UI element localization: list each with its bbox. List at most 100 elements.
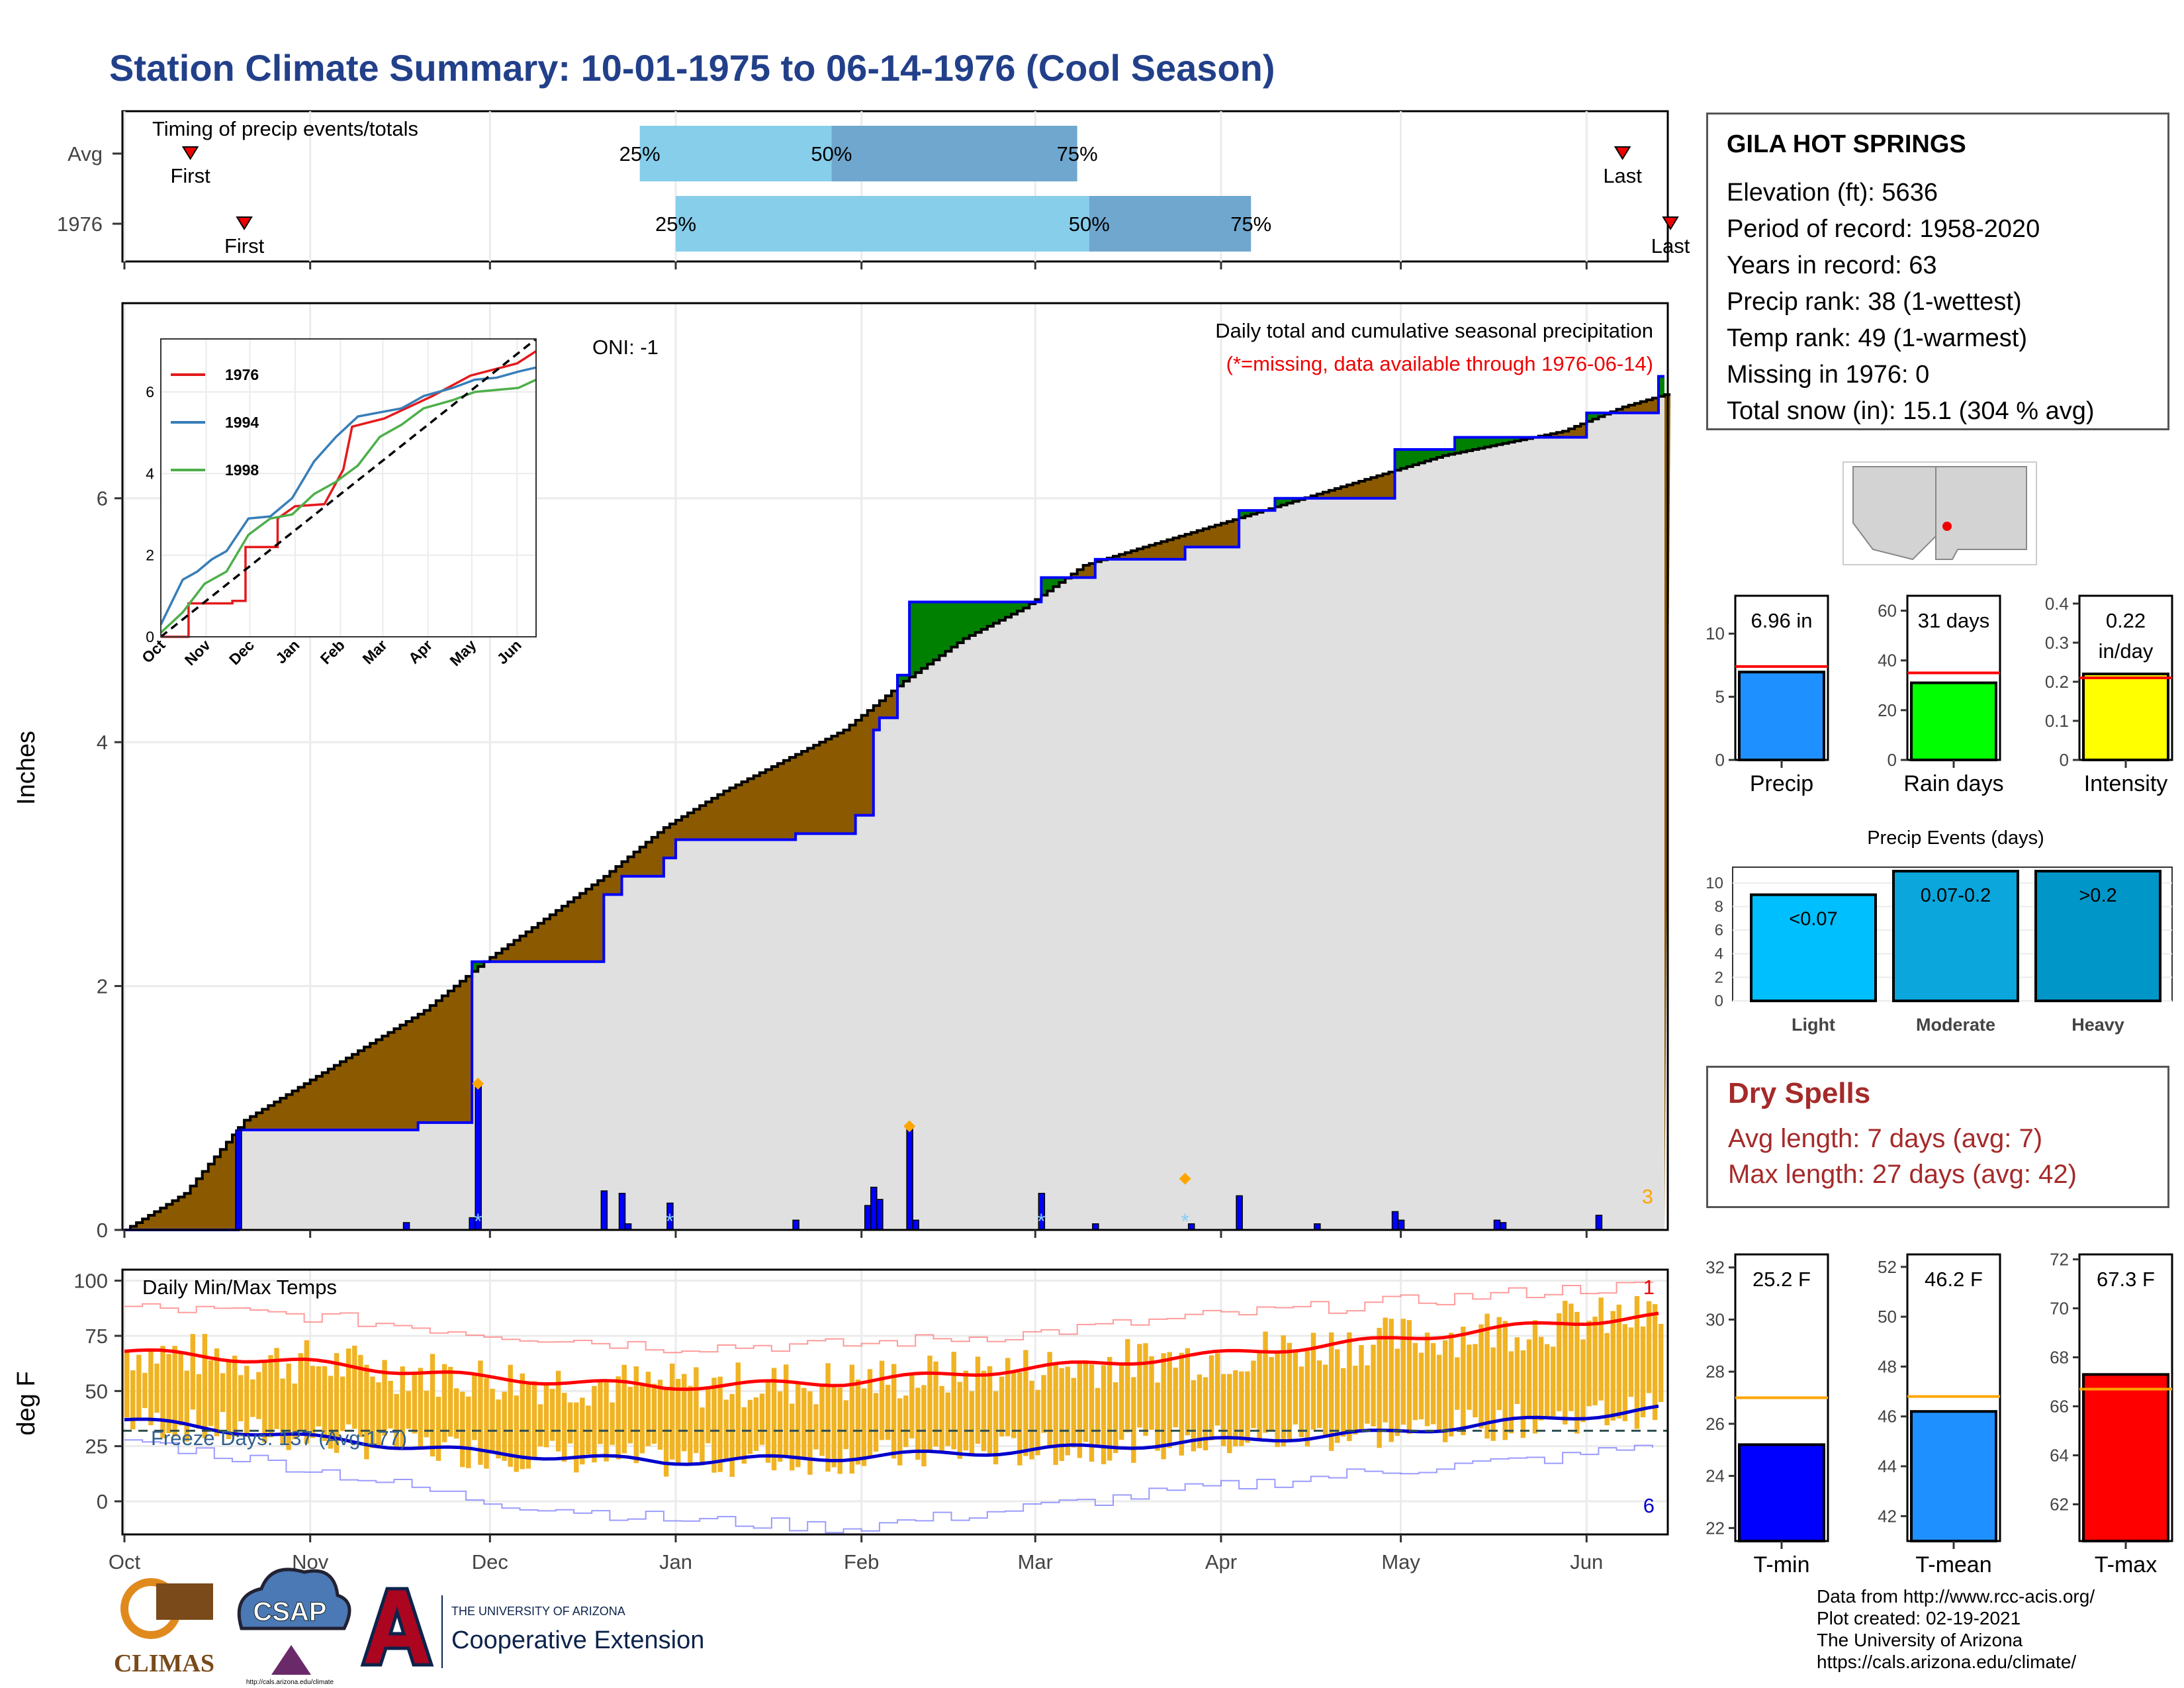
precip-oni-label: ONI: -1 [592,336,659,359]
precip-daily-bar [1595,1215,1603,1231]
timing-p25-label: 25% [655,212,696,236]
precip-common-area [124,395,1664,1230]
temp-xtick-label: Jan [659,1550,692,1573]
temp-daily-bar [963,1370,969,1451]
temp-summary-ytick-label: 62 [2050,1494,2069,1514]
temp-daily-bar [453,1388,459,1439]
temp-daily-bar [682,1374,687,1452]
temp-daily-bar [508,1364,513,1467]
temp-xtick-label: Jun [1570,1550,1603,1573]
temp-daily-bar [244,1366,250,1437]
logos: CLIMAS CSAP http://cals.arizona.edu/climat… [114,1568,704,1686]
precip-summary-ytick-label: 10 [1706,624,1725,643]
precip-summary-value-label-line: 0.22 [2106,609,2146,632]
precip-frame [121,302,1669,1231]
temp-daily-bar [993,1391,999,1465]
temp-daily-bar [1281,1335,1286,1447]
temp-daily-bar [621,1364,627,1454]
temp-daily-bar [783,1364,789,1456]
temp-summary-ytick-label: 22 [1706,1518,1725,1538]
temp-ytick-label: 75 [85,1325,108,1348]
temp-daily-bar [514,1395,519,1472]
timing-p50-label: 50% [811,142,852,165]
temp-daily-bar [1053,1364,1058,1465]
temp-daily-bar [729,1393,735,1477]
temp-daily-bar [1214,1353,1220,1426]
temp-daily-bar [604,1382,609,1462]
temp-daily-bar [1029,1380,1034,1460]
temp-daily-bar [825,1363,831,1472]
temp-daily-bar [1179,1352,1185,1456]
temp-daily-bar [1658,1323,1664,1402]
credit-plot-created: Plot created: 02-19-2021 [1817,1608,2021,1628]
temp-daily-bar [1275,1351,1280,1447]
csap-logo-text: CSAP [253,1597,326,1626]
temp-summary-ytick-label: 50 [1878,1307,1897,1327]
precip-events-category-label: Moderate [1916,1015,1995,1035]
temp-daily-bar [831,1387,837,1468]
temp-daily-bar [676,1379,681,1466]
temp-daily-bar [1005,1358,1011,1436]
temp-daily-bar [801,1387,807,1458]
temp-daily-bar [154,1363,159,1413]
temp-daily-bar [1569,1303,1574,1411]
temp-daily-bar [771,1368,777,1471]
precip-summary-ytick-label: 40 [1878,651,1897,671]
inset-legend-label: 1976 [225,366,259,383]
temp-daily-bar [1041,1375,1046,1433]
inset-legend-label: 1994 [225,414,259,431]
temp-daily-bar [358,1354,363,1437]
temp-daily-bar [202,1334,208,1438]
temp-daily-bar [1640,1326,1646,1418]
temp-summary-ytick-label: 26 [1706,1414,1725,1434]
temp-daily-bar [418,1368,424,1448]
temp-xtick-label: Mar [1018,1550,1053,1573]
precip-summary-ytick-label: 0 [2060,750,2069,770]
precip-daily-bar [864,1205,872,1231]
dry-spells-avg: Avg length: 7 days (avg: 7) [1728,1124,2043,1153]
precip-summary: 0 5 10 Precip 6.96 in 0 20 40 60 Rain days 31 days… [1706,594,2173,796]
temp-daily-bar [1484,1313,1490,1439]
temp-daily-bar [1310,1333,1316,1430]
temp-daily-bar [1526,1339,1532,1419]
temp-daily-bar [1430,1342,1436,1425]
temp-daily-bar [1251,1360,1256,1429]
temp-summary-ytick-label: 32 [1706,1258,1725,1278]
temp-daily-bar [412,1374,418,1434]
timing-last-label: Last [1603,164,1642,187]
temp-ytick-label: 50 [85,1380,108,1403]
temp-daily-bar [580,1397,585,1465]
temp-daily-bar [753,1397,759,1451]
timing-last-marker [1662,216,1679,230]
temp-daily-bar [1424,1333,1430,1427]
timing-title: Timing of precip events/totals [152,117,418,140]
temp-daily-bar [1550,1346,1556,1417]
temp-daily-bar [1634,1295,1640,1429]
temp-summary-value-bar [2082,1373,2169,1542]
page-title: Station Climate Summary: 10-01-1975 to 0… [109,47,1275,89]
temp-daily-bar [1011,1372,1017,1438]
precip-daily-bar [1397,1219,1405,1231]
temp-daily-bar [1598,1297,1604,1401]
temp-daily-bar [1347,1332,1352,1441]
temp-daily-bar [214,1348,220,1436]
temp-summary-value-bar [1910,1410,1997,1543]
temp-daily-bar [855,1379,861,1465]
timing-row-label: Avg [68,142,103,165]
temp-daily-bar [1418,1352,1424,1420]
timing-bar-25-50 [676,196,1089,252]
temp-daily-bar [274,1348,279,1429]
temp-daily-bar [777,1391,783,1462]
timing-bar-25-50 [639,126,832,181]
inset-series-line [159,338,537,638]
station-precip-rank: Precip rank: 38 (1-wettest) [1727,288,2022,316]
precip-daily-bar [876,1199,884,1231]
temp-daily-bar [1143,1343,1148,1436]
timing-bar-50-75 [1089,196,1251,252]
temp-record-low-line [124,1439,1653,1534]
temp-daily-bar [1532,1320,1538,1434]
station-temp-rank: Temp rank: 49 (1-warmest) [1727,324,2028,352]
temp-daily-bar [1077,1361,1083,1458]
temp-daily-bar [1208,1355,1214,1440]
locator-map [1843,461,2037,565]
